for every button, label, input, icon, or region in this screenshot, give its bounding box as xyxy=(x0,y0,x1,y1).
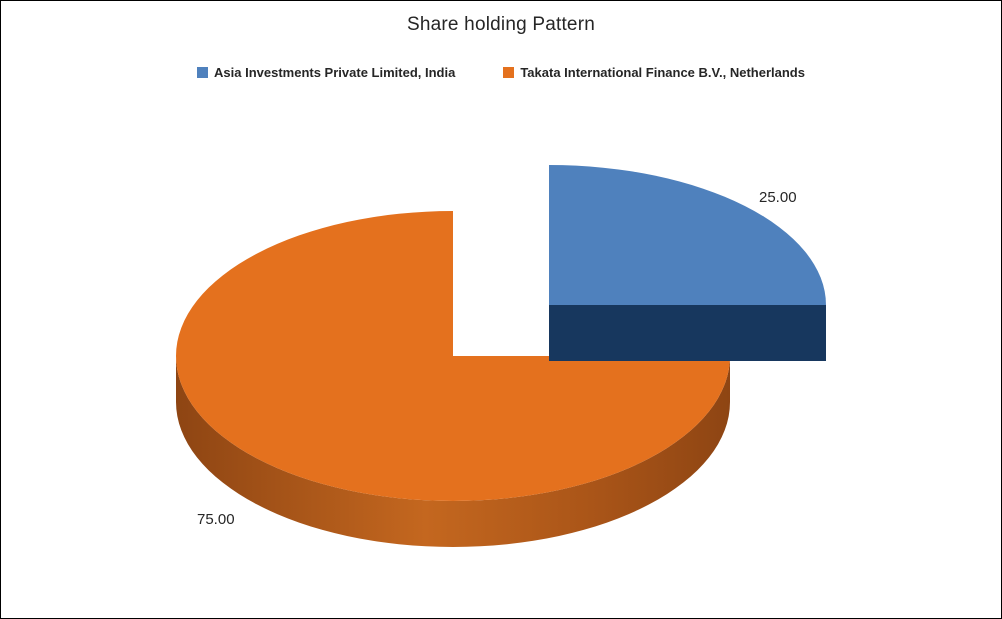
legend-item-takata-international: Takata International Finance B.V., Nethe… xyxy=(503,65,805,80)
data-label-blue-25: 25.00 xyxy=(759,189,797,206)
legend-item-asia-investments: Asia Investments Private Limited, India xyxy=(197,65,455,80)
pie-slice-blue-side xyxy=(549,305,826,361)
pie-slice-orange-top xyxy=(176,211,730,501)
legend-label: Asia Investments Private Limited, India xyxy=(214,65,456,80)
legend-swatch-blue-icon xyxy=(197,67,209,78)
pie-slice-blue-top xyxy=(549,165,826,305)
chart-title: Share holding Pattern xyxy=(407,14,595,35)
pie-slice-orange-rim xyxy=(176,356,730,547)
legend-swatch-orange-icon xyxy=(503,67,515,78)
legend: Asia Investments Private Limited, India … xyxy=(1,65,1001,80)
data-label-orange-75: 75.00 xyxy=(197,511,235,528)
legend-label: Takata International Finance B.V., Nethe… xyxy=(520,65,805,80)
